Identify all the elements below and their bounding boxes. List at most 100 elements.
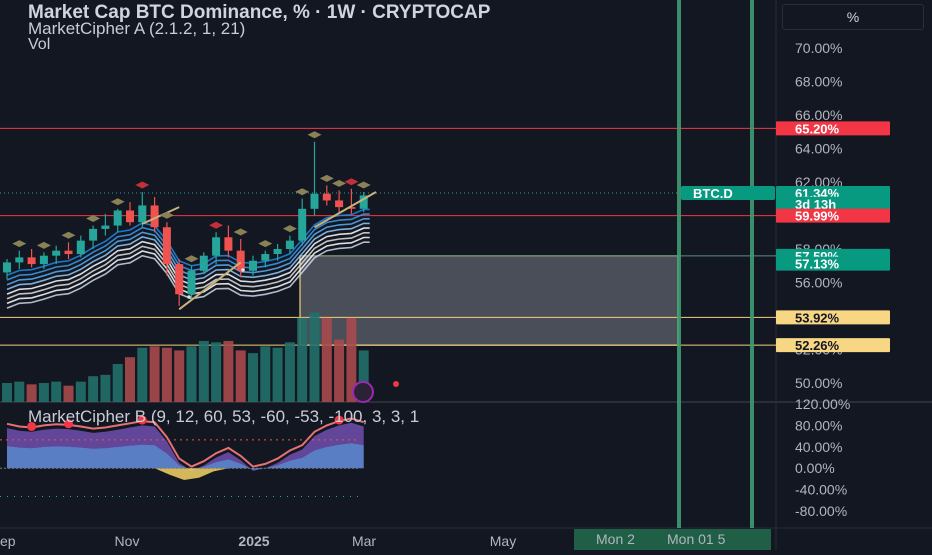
- volume-bar: [309, 312, 320, 402]
- time-tick-label: ep: [0, 533, 16, 549]
- volume-legend[interactable]: Vol: [28, 36, 51, 53]
- sell-dot: [137, 415, 147, 425]
- percent-scale-button[interactable]: %: [782, 4, 924, 30]
- oscillator-tick-label: 40.00%: [795, 439, 842, 455]
- candle-body: [76, 240, 85, 255]
- volume-bar: [63, 385, 74, 402]
- volume-bar: [100, 374, 111, 402]
- oscillator-tick-label: 120.00%: [795, 396, 850, 412]
- signal-diamond: [110, 198, 125, 206]
- price-tick-label: 62.00%: [795, 174, 842, 190]
- price-axis[interactable]: 70.00%68.00%66.00%64.00%62.00%58.00%56.0…: [795, 40, 850, 519]
- candles: [3, 141, 368, 306]
- price-tick-label: 50.00%: [795, 375, 842, 391]
- signal-diamond: [184, 255, 199, 263]
- signal-dot: [187, 295, 191, 299]
- money-flow-area: [7, 422, 364, 471]
- signal-diamond: [209, 221, 224, 229]
- candle-body: [224, 237, 233, 251]
- volume-bar: [358, 350, 369, 402]
- volume-bars: [2, 312, 369, 402]
- volume-bar: [334, 339, 345, 402]
- volume-bar: [186, 346, 197, 402]
- vertical-markers: [677, 0, 754, 528]
- candle-body: [249, 260, 257, 271]
- signal-diamond: [356, 181, 371, 189]
- price-tag: [776, 208, 890, 223]
- volume-bar: [51, 381, 62, 402]
- price-tick-label: 70.00%: [795, 40, 842, 56]
- candle-body: [298, 208, 307, 241]
- signal-diamond: [282, 225, 297, 233]
- candle-body: [199, 255, 208, 271]
- candle-body: [261, 254, 270, 261]
- indicator-b-legend[interactable]: MarketCipher B (9, 12, 60, 53, -60, -53,…: [28, 407, 420, 426]
- volume-bar: [75, 381, 86, 402]
- candle-body: [212, 237, 221, 256]
- oscillator-tick-label: -40.00%: [795, 482, 847, 498]
- candle-body: [347, 207, 356, 209]
- candle-body: [52, 250, 61, 256]
- signal-diamond: [344, 178, 359, 186]
- volume-bar: [297, 317, 308, 402]
- volume-bar: [149, 346, 160, 402]
- chart-title[interactable]: Market Cap BTC Dominance, % · 1W · CRYPT…: [28, 2, 491, 23]
- timeline-highlight: [574, 529, 771, 550]
- time-tick-label: 2025: [238, 533, 269, 549]
- price-tag-label: 65.20%: [795, 121, 840, 136]
- sell-dot: [27, 421, 37, 431]
- support-zone: [0, 255, 776, 346]
- price-tick-label: 68.00%: [795, 74, 842, 90]
- marketcipher-b-pane: [0, 415, 364, 498]
- signal-diamond: [295, 188, 310, 196]
- timeline-label: Mon 2: [596, 531, 635, 547]
- candle-body: [126, 210, 134, 223]
- candle-body: [64, 250, 73, 255]
- price-tag-label: 52.26%: [795, 338, 840, 353]
- signal-diamond: [36, 241, 51, 249]
- signal-diamond: [332, 179, 347, 187]
- price-tag: [776, 121, 890, 136]
- candle-body: [27, 257, 36, 265]
- volume-bar: [112, 364, 123, 402]
- candle-body: [335, 200, 344, 208]
- price-tag-label: 53.92%: [795, 310, 840, 325]
- volume-bar: [223, 340, 234, 402]
- symbol-tag: [681, 186, 775, 201]
- candle-body: [138, 205, 147, 223]
- price-tags: 65.20%61.34%3d 13h59.99%57.59%57.13%53.9…: [681, 121, 890, 353]
- price-tag: [776, 256, 890, 271]
- price-tag: [776, 338, 890, 353]
- candle-body: [15, 257, 24, 263]
- volume-bar: [248, 353, 258, 402]
- volume-bar: [272, 347, 283, 402]
- volume-bar: [14, 381, 25, 402]
- volume-bar: [2, 383, 12, 402]
- volume-bar: [137, 347, 148, 402]
- candle-body: [273, 249, 282, 255]
- candle-body: [359, 195, 368, 209]
- candle-body: [113, 210, 122, 226]
- volume-bar: [211, 342, 222, 402]
- volume-bar: [260, 346, 271, 402]
- lightning-icon: [352, 381, 374, 403]
- indicator-a-legend[interactable]: MarketCipher A (2.1.2, 1, 21): [28, 19, 246, 38]
- signal-diamond: [12, 240, 27, 248]
- volume-bar: [125, 357, 135, 402]
- volume-bar: [346, 317, 357, 402]
- candle-body: [3, 262, 11, 273]
- price-tag-label: 3d 13h: [795, 197, 836, 212]
- candle-body: [322, 193, 331, 201]
- candle-body: [101, 225, 110, 229]
- signal-diamond: [86, 215, 101, 223]
- candle-body: [187, 270, 196, 295]
- candle-body: [236, 250, 245, 271]
- price-tick-label: 56.00%: [795, 275, 842, 291]
- oscillator-tick-label: -80.00%: [795, 503, 847, 519]
- price-tag: [776, 186, 890, 201]
- time-axis[interactable]: ep Nov 2025 Mar May Mon 2 Mon 01 5: [0, 529, 771, 550]
- volume-bar: [88, 376, 99, 402]
- signal-diamond: [61, 231, 76, 239]
